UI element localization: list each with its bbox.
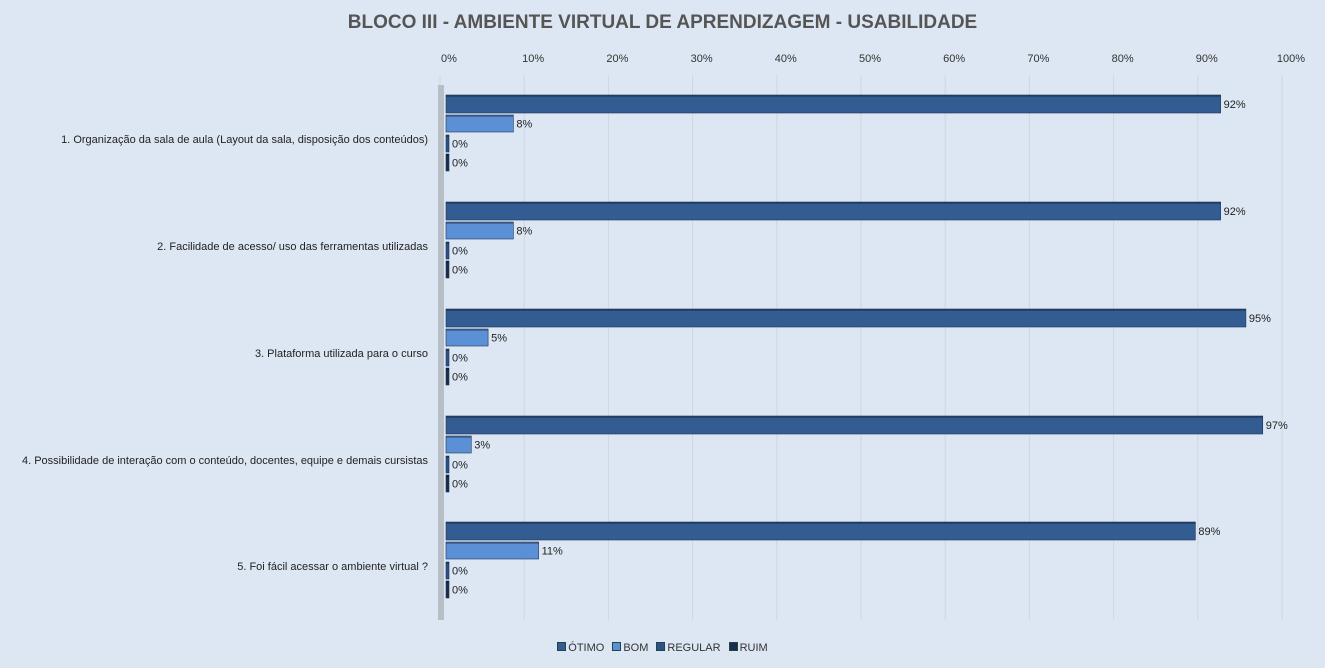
bar-ruim (445, 580, 450, 599)
legend-label: BOM (623, 642, 649, 654)
bar-top-shade (446, 95, 1221, 97)
bar-top-shade (446, 329, 489, 331)
x-tick-label: 100% (1277, 53, 1305, 65)
legend: ÓTIMO BOM REGULAR RUIM (0, 642, 1325, 654)
bar-ruim (445, 260, 450, 279)
data-label: 0% (452, 479, 468, 491)
data-label: 0% (452, 246, 468, 258)
legend-label: RUIM (739, 642, 768, 654)
data-label: 95% (1249, 313, 1271, 325)
bar-top-shade (446, 542, 539, 544)
bar-regular (445, 134, 450, 153)
legend-item-ótimo: ÓTIMO (557, 642, 604, 654)
bar-regular (445, 348, 450, 367)
legend-swatch (557, 642, 567, 651)
bar-ótimo (445, 94, 1221, 114)
bar-top-shade (446, 436, 472, 438)
data-label: 0% (452, 372, 468, 384)
data-label: 0% (452, 460, 468, 472)
bar-top-shade (446, 135, 449, 137)
x-tick-label: 30% (691, 53, 713, 65)
bar-regular (445, 455, 450, 474)
bar-ruim (445, 367, 450, 386)
bar-bom (445, 114, 514, 133)
data-label: 92% (1224, 206, 1246, 218)
x-tick-label: 80% (1112, 53, 1134, 65)
x-tick-label: 50% (859, 53, 881, 65)
bar-bom (445, 541, 539, 560)
bar-regular (445, 561, 450, 580)
bar-top-shade (446, 522, 1196, 524)
bar-top-shade (446, 416, 1263, 418)
bar-top-shade (446, 309, 1246, 311)
bar-bom (445, 435, 472, 454)
bar-ótimo (445, 415, 1264, 435)
data-label: 0% (452, 265, 468, 277)
bar-top-shade (446, 581, 449, 583)
legend-item-regular: REGULAR (656, 642, 721, 654)
legend-swatch (656, 642, 666, 651)
category-label: 4. Possibilidade de interação com o cont… (22, 455, 429, 467)
bar-top-shade (446, 154, 449, 156)
data-label: 0% (452, 158, 468, 170)
x-tick-label: 0% (441, 53, 457, 65)
bar-ruim (445, 153, 450, 172)
bar-top-shade (446, 368, 449, 370)
x-tick-label: 70% (1027, 53, 1049, 65)
bar-top-shade (446, 202, 1221, 204)
data-label: 0% (452, 353, 468, 365)
data-label: 92% (1224, 99, 1246, 111)
bar-ruim (445, 474, 450, 493)
bar-top-shade (446, 475, 449, 477)
legend-label: REGULAR (667, 642, 721, 654)
data-label: 0% (452, 139, 468, 151)
x-tick-label: 60% (943, 53, 965, 65)
bar-top-shade (446, 261, 449, 263)
data-label: 8% (516, 119, 532, 131)
bar-top-shade (446, 562, 449, 564)
legend-swatch (612, 642, 622, 651)
bar-ótimo (445, 521, 1196, 541)
bar-top-shade (446, 242, 449, 244)
data-label: 0% (452, 585, 468, 597)
bar-bom (445, 221, 514, 240)
category-label: 3. Plataforma utilizada para o curso (255, 348, 428, 360)
bar-regular (445, 241, 450, 260)
data-label: 5% (491, 333, 507, 345)
bar-top-shade (446, 222, 514, 224)
bar-ótimo (445, 308, 1247, 328)
legend-swatch (728, 642, 738, 651)
legend-label: ÓTIMO (568, 642, 605, 654)
bar-top-shade (446, 456, 449, 458)
legend-item-ruim: RUIM (728, 642, 768, 654)
chart-title: BLOCO III - AMBIENTE VIRTUAL DE APRENDIZ… (347, 12, 978, 33)
bar-top-shade (446, 115, 514, 117)
category-label: 5. Foi fácil acessar o ambiente virtual … (237, 561, 428, 573)
data-label: 97% (1266, 420, 1288, 432)
x-tick-label: 40% (775, 53, 797, 65)
x-tick-label: 90% (1196, 53, 1218, 65)
axis-wall (438, 85, 444, 620)
legend-item-bom: BOM (612, 642, 648, 654)
bar-top-shade (446, 349, 449, 351)
data-label: 0% (452, 566, 468, 578)
data-label: 11% (542, 546, 563, 558)
data-label: 8% (516, 226, 532, 238)
category-label: 1. Organização da sala de aula (Layout d… (61, 134, 428, 146)
bar-bom (445, 328, 489, 347)
bar-ótimo (445, 201, 1221, 221)
category-label: 2. Facilidade de acesso/ uso das ferrame… (157, 241, 428, 253)
x-tick-label: 10% (522, 53, 544, 65)
data-label: 3% (474, 440, 490, 452)
data-label: 89% (1198, 526, 1220, 538)
x-tick-label: 20% (606, 53, 628, 65)
